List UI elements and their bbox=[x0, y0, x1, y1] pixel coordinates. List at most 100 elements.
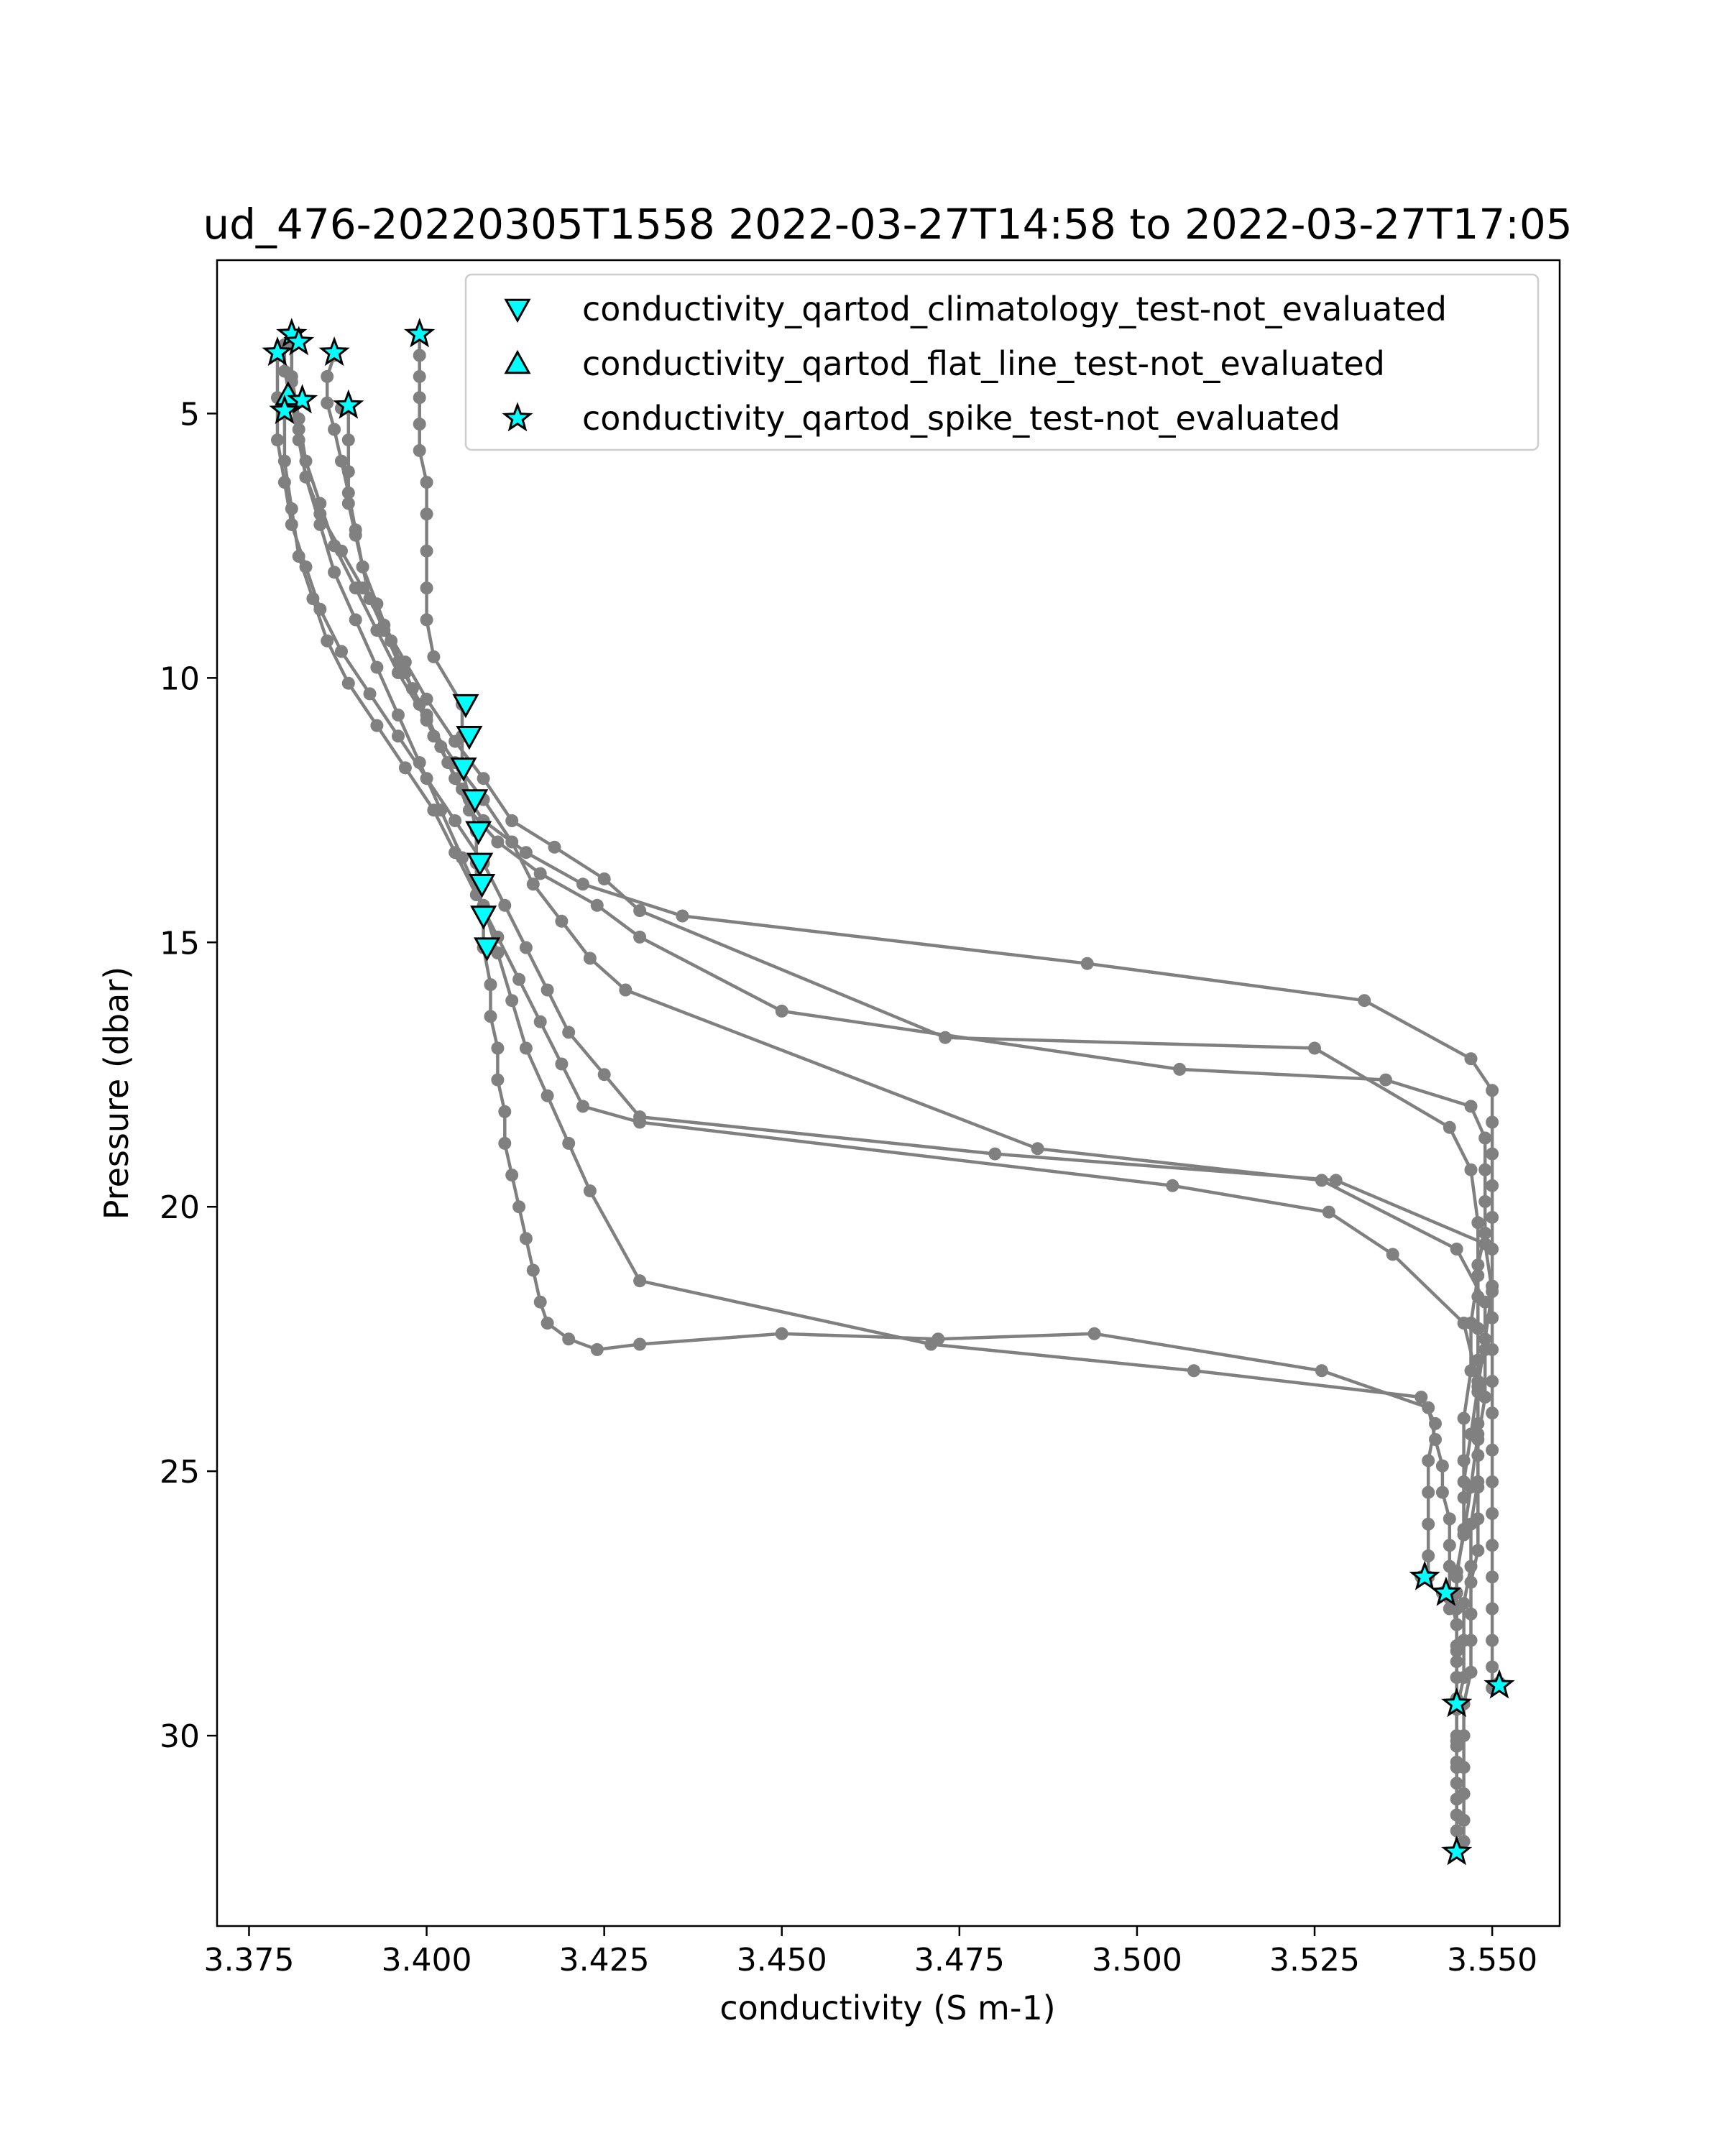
profile-point bbox=[1386, 1248, 1399, 1261]
x-axis-label: conductivity (S m-1) bbox=[719, 1989, 1055, 2027]
profile-point bbox=[1486, 1285, 1499, 1298]
triangle-down-marker bbox=[466, 852, 494, 877]
profile-point bbox=[1464, 1100, 1478, 1113]
profile-point bbox=[1486, 1539, 1499, 1552]
x-tick-label: 3.450 bbox=[737, 1942, 827, 1978]
profile-point bbox=[1457, 1317, 1471, 1330]
profile-point bbox=[306, 592, 320, 605]
profile-point bbox=[1422, 1485, 1435, 1499]
profile-point bbox=[1435, 1485, 1449, 1499]
star-marker bbox=[404, 318, 436, 348]
profile-point bbox=[555, 1057, 569, 1071]
chart-title: ud_476-20220305T1558 2022-03-27T14:58 to… bbox=[203, 200, 1572, 249]
profile-point bbox=[413, 391, 426, 405]
plot-frame bbox=[216, 259, 1561, 1927]
profile-point bbox=[555, 914, 569, 928]
profile-point bbox=[1464, 1560, 1478, 1573]
profile-point bbox=[477, 772, 490, 786]
legend: conductivity_qartod_climatology_test-not… bbox=[464, 273, 1540, 451]
x-tick-label: 3.400 bbox=[382, 1942, 472, 1978]
profile-point bbox=[533, 1015, 547, 1028]
profile-point bbox=[1486, 1375, 1499, 1388]
profile-point bbox=[434, 803, 448, 817]
profile-point bbox=[484, 1010, 497, 1023]
profile-point bbox=[1443, 1512, 1456, 1526]
profile-point bbox=[512, 1200, 526, 1214]
profile-point bbox=[562, 1136, 576, 1150]
profile-point bbox=[370, 660, 384, 674]
profile-point bbox=[1471, 1375, 1485, 1388]
profile-point bbox=[1486, 1147, 1499, 1161]
profile-point bbox=[498, 1136, 512, 1150]
legend-entry: conductivity_qartod_spike_test-not_evalu… bbox=[502, 399, 1340, 438]
legend-triangle-down-icon bbox=[504, 298, 531, 323]
profile-point bbox=[292, 423, 305, 436]
profile-point bbox=[398, 655, 412, 669]
profile-point bbox=[491, 946, 505, 959]
profile-point bbox=[1422, 1549, 1435, 1562]
profile-point bbox=[392, 729, 405, 743]
y-tick-label: 10 bbox=[160, 660, 200, 697]
profile-point bbox=[335, 645, 348, 658]
profile-point bbox=[1457, 1597, 1471, 1611]
profile-point bbox=[540, 1089, 554, 1102]
profile-point bbox=[775, 1004, 788, 1018]
profile-point bbox=[1486, 1084, 1499, 1097]
profile-point bbox=[413, 369, 426, 383]
y-tick-label: 20 bbox=[160, 1189, 200, 1226]
profile-point bbox=[526, 1263, 540, 1277]
profile-point bbox=[1166, 1179, 1179, 1192]
profile-point bbox=[328, 423, 341, 436]
y-tick-label: 25 bbox=[160, 1454, 200, 1491]
profile-point bbox=[526, 877, 540, 891]
profile-point bbox=[519, 1041, 533, 1055]
profile-point bbox=[1450, 1824, 1463, 1838]
profile-point bbox=[597, 872, 611, 885]
profile-point bbox=[775, 1327, 788, 1340]
profile-point bbox=[540, 983, 554, 997]
profile-point bbox=[370, 624, 384, 637]
x-tick-label: 3.525 bbox=[1269, 1942, 1360, 1978]
profile-point bbox=[413, 443, 426, 457]
profile-point bbox=[583, 952, 597, 965]
profile-point bbox=[420, 476, 433, 489]
profile-point bbox=[349, 613, 362, 627]
profile-point bbox=[1450, 1755, 1463, 1769]
profile-point bbox=[420, 692, 433, 706]
profile-point bbox=[1486, 1634, 1499, 1647]
star-marker bbox=[1409, 1560, 1440, 1590]
profile-point bbox=[420, 581, 433, 595]
profile-point bbox=[398, 761, 412, 775]
profile-point bbox=[420, 714, 433, 727]
profile-point bbox=[1464, 1052, 1478, 1066]
profile-point bbox=[363, 687, 377, 701]
profile-point bbox=[590, 898, 604, 912]
profile-point bbox=[1308, 1041, 1321, 1055]
x-tick-label: 3.475 bbox=[914, 1942, 1005, 1978]
triangle-down-marker bbox=[469, 874, 496, 898]
profile-point bbox=[590, 1342, 604, 1356]
profile-point bbox=[1457, 1813, 1471, 1827]
legend-triangle-up-icon bbox=[504, 349, 531, 374]
profile-point bbox=[491, 1041, 505, 1055]
profile-point bbox=[519, 941, 533, 954]
profile-point bbox=[505, 994, 519, 1008]
profile-point bbox=[341, 465, 355, 479]
triangle-down-marker bbox=[470, 906, 497, 930]
profile-point bbox=[633, 1115, 647, 1129]
profile-point bbox=[1414, 1391, 1428, 1404]
profile-point bbox=[1478, 1194, 1492, 1208]
profile-point bbox=[1329, 1174, 1343, 1187]
profile-point bbox=[456, 851, 469, 865]
profile-point bbox=[633, 904, 647, 918]
profile-point bbox=[597, 1068, 611, 1082]
profile-point bbox=[1464, 1480, 1478, 1494]
profile-point bbox=[1478, 1163, 1492, 1176]
legend-label: conductivity_qartod_climatology_test-not… bbox=[582, 290, 1447, 328]
star-marker bbox=[286, 384, 318, 414]
profile-point bbox=[341, 497, 355, 510]
profile-point bbox=[321, 634, 334, 648]
y-axis: 5 10 15 20 25 30 bbox=[160, 396, 217, 1755]
star-marker bbox=[1441, 1835, 1473, 1866]
profile-point bbox=[341, 676, 355, 690]
